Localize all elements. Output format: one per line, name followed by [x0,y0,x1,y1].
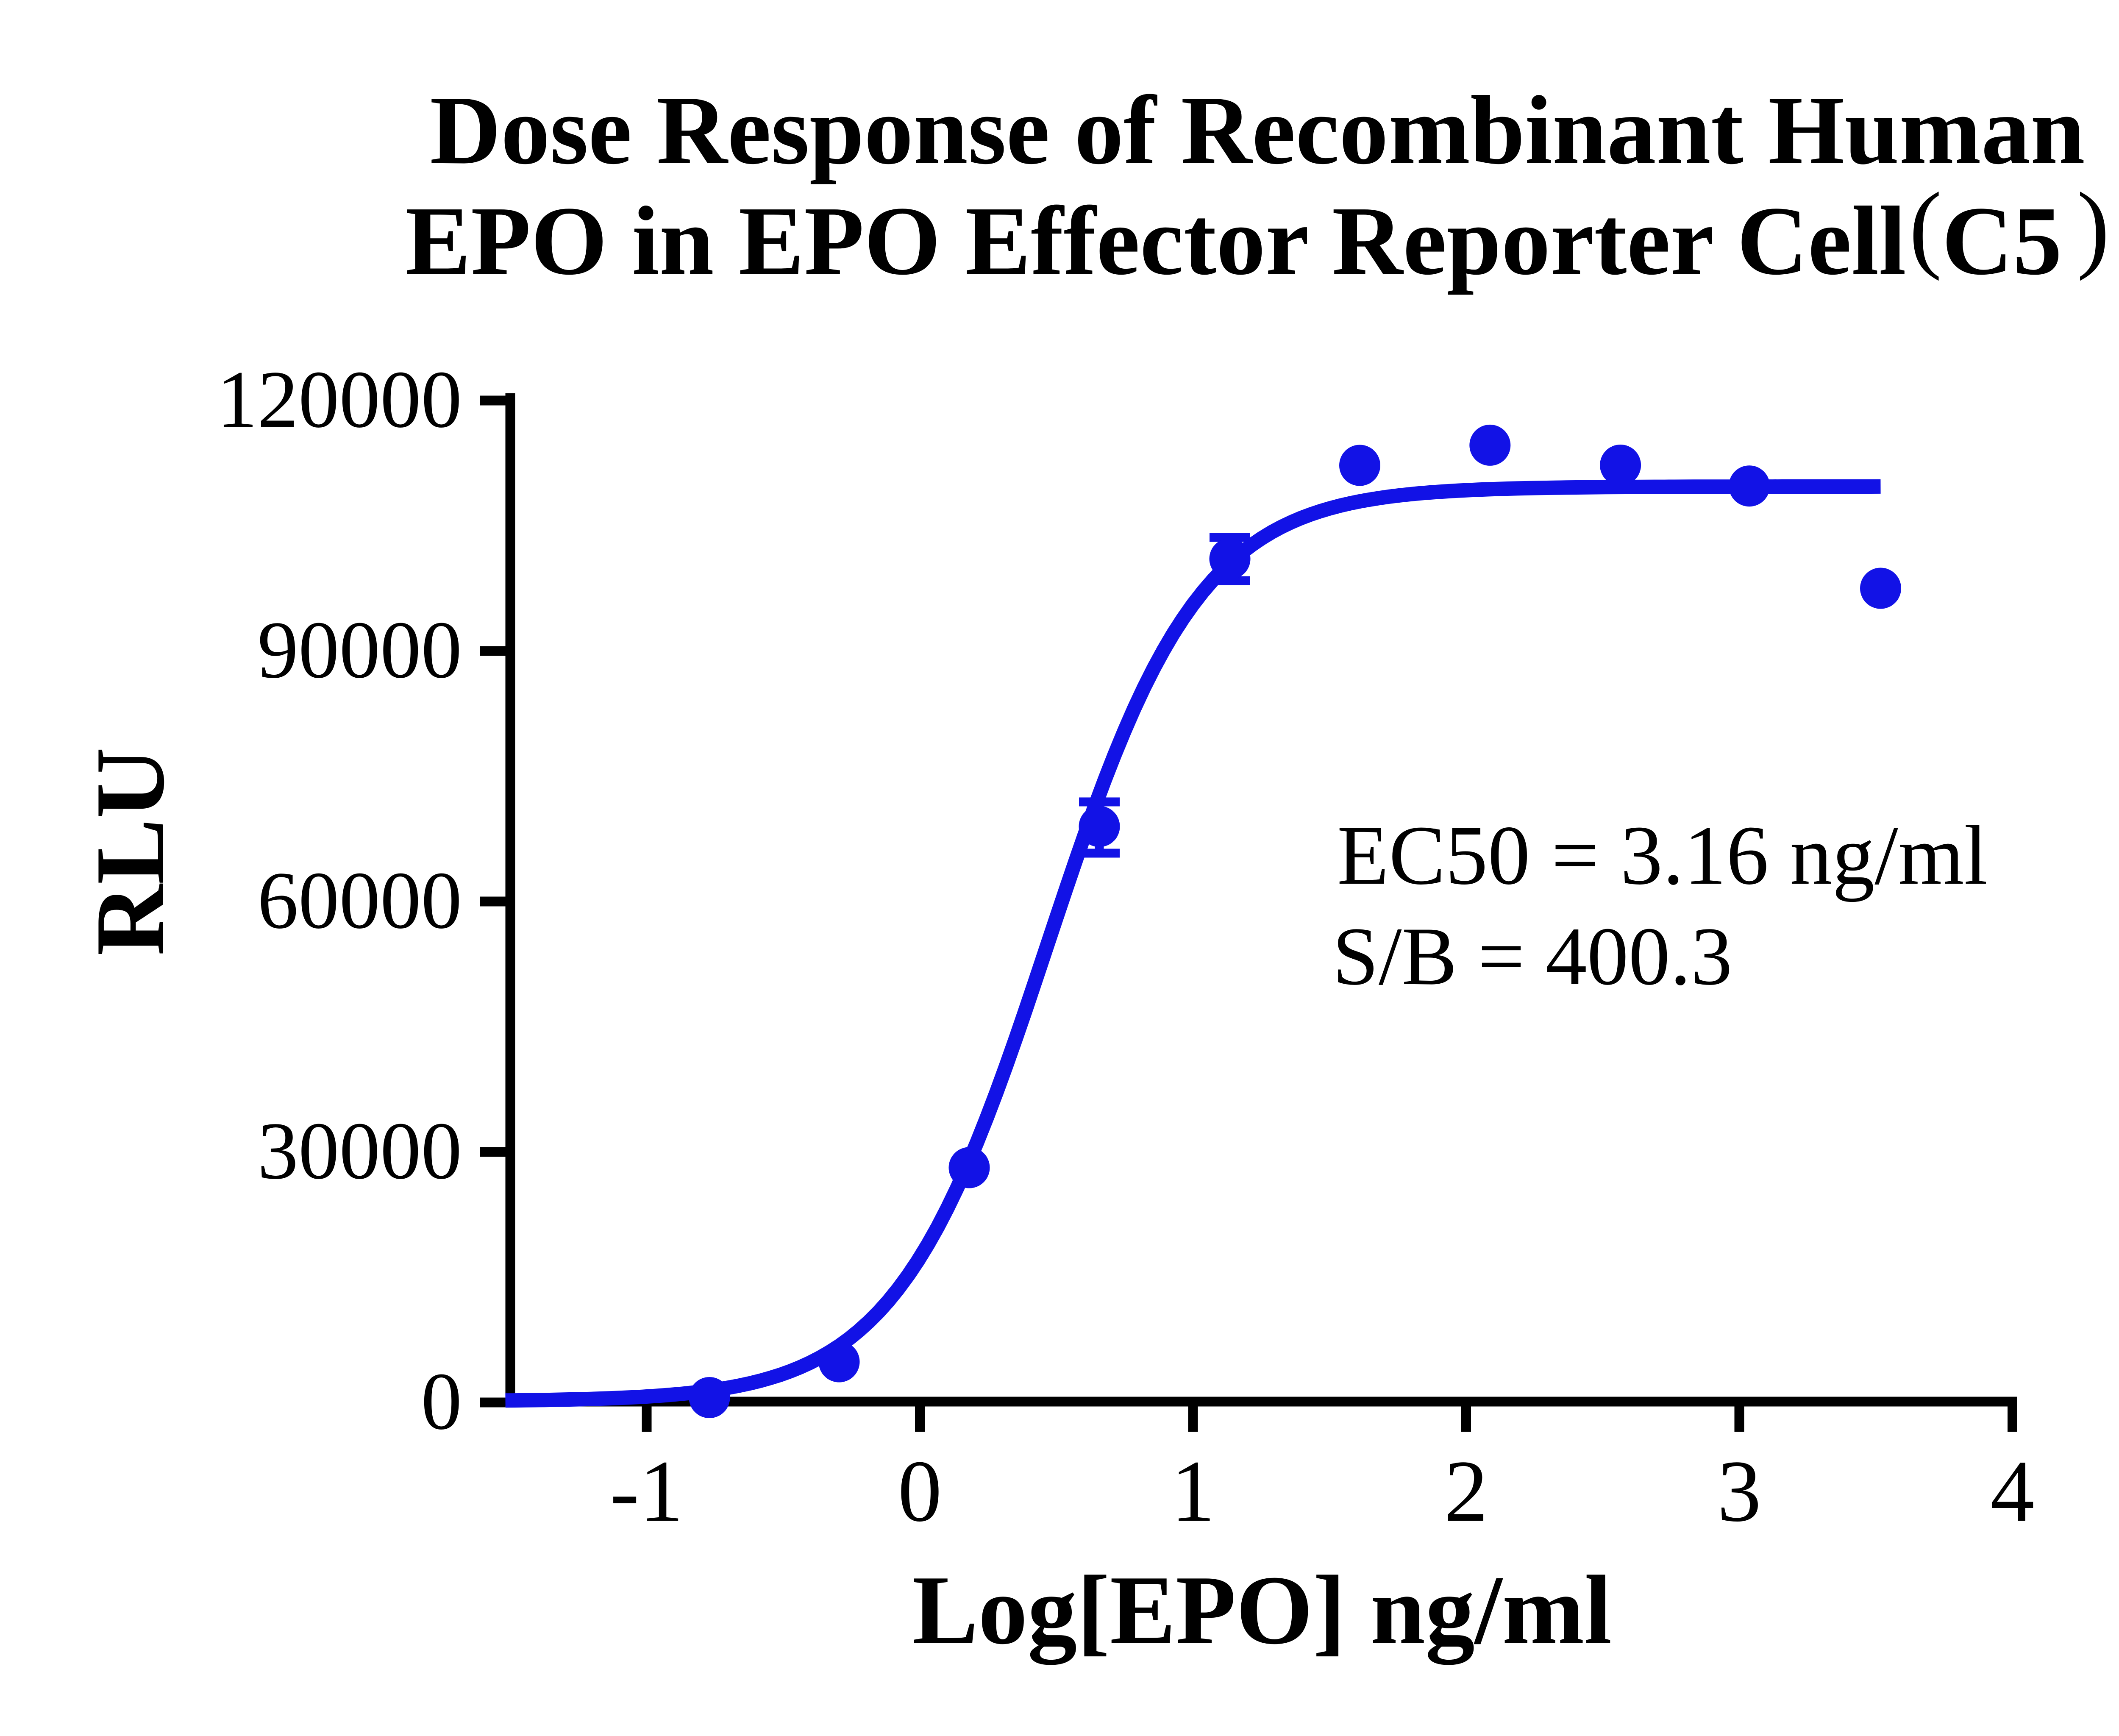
svg-text:Dose Response of Recombinant H: Dose Response of Recombinant Human [430,76,2085,185]
svg-text:30000: 30000 [258,1105,462,1196]
svg-text:3: 3 [1717,1442,1761,1540]
svg-text:90000: 90000 [258,604,462,695]
svg-text:EPO in EPO Effector Reporter C: EPO in EPO Effector Reporter Cell(C5) [405,172,2110,295]
svg-text:0: 0 [898,1442,942,1540]
svg-text:2: 2 [1444,1442,1488,1540]
svg-text:EC50 = 3.16 ng/ml: EC50 = 3.16 ng/ml [1337,809,1988,902]
svg-text:S/B = 400.3: S/B = 400.3 [1332,910,1732,1002]
svg-text:1: 1 [1171,1442,1215,1540]
svg-text:-1: -1 [610,1442,683,1540]
svg-text:RLU: RLU [75,747,185,956]
svg-text:60000: 60000 [258,855,462,946]
svg-text:4: 4 [1991,1442,2035,1540]
svg-text:Log[EPO] ng/ml: Log[EPO] ng/ml [912,1555,1612,1665]
svg-text:120000: 120000 [217,354,462,445]
svg-text:0: 0 [421,1356,462,1447]
